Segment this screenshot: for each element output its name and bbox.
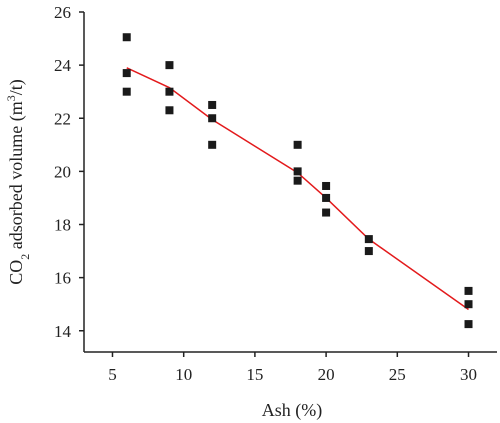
scatter-point bbox=[364, 235, 373, 244]
x-tick-label: 25 bbox=[389, 365, 406, 384]
y-tick-label: 24 bbox=[54, 56, 72, 75]
scatter-point bbox=[165, 106, 174, 115]
scatter-point bbox=[122, 87, 131, 96]
data-points bbox=[122, 33, 473, 329]
x-tick-label: 15 bbox=[246, 365, 263, 384]
scatter-point bbox=[208, 114, 217, 123]
scatter-point bbox=[322, 181, 331, 190]
scatter-point bbox=[464, 300, 473, 309]
scatter-point bbox=[208, 140, 217, 149]
scatter-point bbox=[293, 176, 302, 185]
x-axis-ticks: 5 10 15 20 25 30 bbox=[108, 352, 477, 384]
y-axis-title-middle: adsorbed volume (m bbox=[6, 101, 27, 253]
scatter-point bbox=[122, 69, 131, 78]
y-axis-title-prefix: CO bbox=[6, 260, 26, 285]
scatter-point bbox=[293, 140, 302, 149]
scatter-point bbox=[165, 87, 174, 96]
scatter-point bbox=[364, 247, 373, 256]
y-tick-label: 14 bbox=[54, 322, 72, 341]
x-tick-label: 30 bbox=[460, 365, 477, 384]
fit-line bbox=[126, 67, 469, 311]
y-tick-label: 26 bbox=[54, 3, 71, 22]
scatter-point bbox=[208, 100, 217, 109]
scatter-point bbox=[322, 208, 331, 217]
x-tick-label: 10 bbox=[175, 365, 192, 384]
y-axis-ticks: 14 16 18 20 22 24 26 bbox=[54, 3, 84, 341]
scatter-point bbox=[122, 33, 131, 42]
y-tick-label: 16 bbox=[54, 269, 71, 288]
x-tick-label: 5 bbox=[108, 365, 117, 384]
x-axis-title: Ash (%) bbox=[262, 400, 323, 421]
fit-line-group bbox=[126, 67, 469, 311]
scatter-point bbox=[464, 320, 473, 329]
y-axis-title-suffix: /t) bbox=[6, 79, 27, 95]
x-tick-label: 20 bbox=[318, 365, 335, 384]
y-tick-label: 22 bbox=[54, 109, 71, 128]
y-axis-title-superscript: 3 bbox=[4, 95, 18, 101]
y-axis-title-subscript: 2 bbox=[18, 254, 32, 260]
y-tick-label: 20 bbox=[54, 162, 71, 181]
scatter-point bbox=[464, 286, 473, 295]
scatter-point bbox=[165, 61, 174, 70]
y-axis-title: CO2 adsorbed volume (m3/t) bbox=[4, 79, 32, 284]
scatter-point bbox=[293, 167, 302, 176]
scatter-point bbox=[322, 193, 331, 202]
y-tick-label: 18 bbox=[54, 216, 71, 235]
